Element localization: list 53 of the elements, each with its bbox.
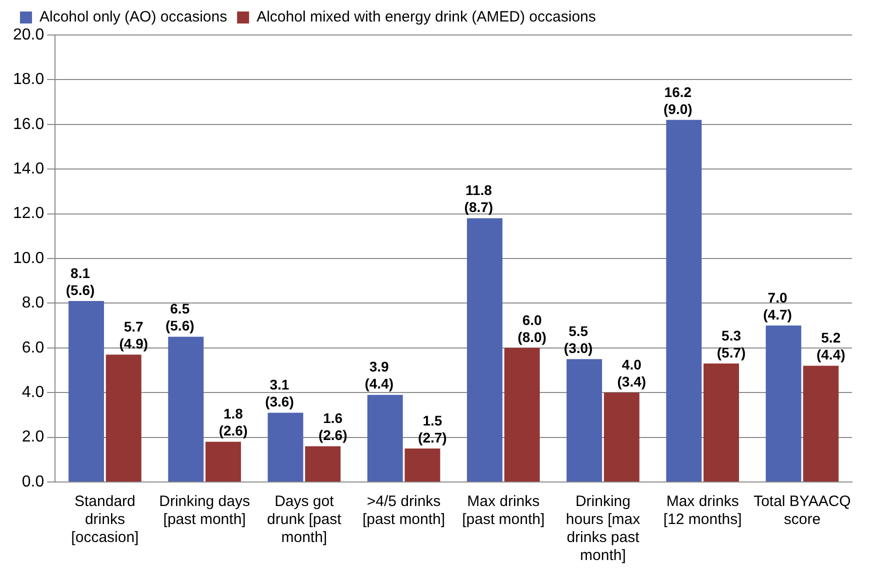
- data-label: 1.8 (2.6): [218, 406, 248, 439]
- bar: [566, 359, 602, 482]
- data-label: 1.6 (2.6): [318, 410, 348, 444]
- data-label: 7.0 (4.7): [763, 289, 792, 322]
- bar: [803, 366, 839, 482]
- bar: [168, 336, 204, 482]
- x-tick-label: Max drinks [past month]: [462, 493, 545, 528]
- y-tick-label: 10.0: [13, 250, 44, 267]
- bar: [466, 218, 502, 482]
- bar: [704, 364, 740, 482]
- bar: [404, 448, 440, 482]
- x-tick-label: Total BYAACQ score: [754, 493, 851, 528]
- data-label: 6.5 (5.6): [165, 300, 194, 334]
- bar: [205, 442, 241, 482]
- bar: [106, 354, 142, 482]
- y-tick-label: 20.0: [13, 26, 44, 44]
- y-tick-label: 2.0: [22, 428, 44, 446]
- data-label: 3.9 (4.4): [364, 358, 394, 392]
- x-tick-label: Days got drunk [past month]: [267, 493, 342, 546]
- data-label: 6.0 (8.0): [518, 312, 546, 345]
- data-label: 5.3 (5.7): [716, 327, 746, 360]
- bar: [68, 300, 104, 482]
- data-label: 5.5 (3.0): [564, 322, 593, 356]
- data-label: 4.0 (3.4): [617, 356, 646, 390]
- y-tick-label: 16.0: [13, 116, 44, 133]
- x-tick-label: Max drinks [12 months]: [663, 493, 742, 528]
- data-label: 8.1 (5.6): [66, 264, 95, 298]
- y-tick-label: 4.0: [22, 384, 44, 402]
- y-tick-label: 12.0: [13, 205, 44, 222]
- data-label: 5.7 (4.9): [119, 318, 148, 352]
- x-tick-label: Standard drinks [occasion]: [71, 493, 139, 546]
- x-tick-label: Drinking hours [max drinks past month]: [566, 493, 641, 564]
- data-label: 11.8 (8.7): [464, 182, 494, 216]
- data-label: 5.2 (4.4): [816, 330, 846, 363]
- bar: [504, 348, 540, 482]
- bar: [305, 446, 341, 482]
- bar: [268, 412, 304, 482]
- legend-label: Alcohol only (AO) occasions: [40, 8, 228, 26]
- bar: [666, 120, 702, 482]
- bar: [367, 394, 403, 482]
- data-label: 3.1 (3.6): [265, 376, 294, 410]
- bar: [604, 392, 640, 482]
- legend-label: Alcohol mixed with energy drink (AMED) occasions: [256, 8, 596, 26]
- bar: [766, 326, 802, 482]
- x-tick-label: Drinking days [past month]: [159, 493, 250, 528]
- y-tick-label: 18.0: [13, 71, 44, 88]
- y-tick-label: 0.0: [22, 473, 44, 490]
- y-tick-label: 14.0: [13, 160, 44, 178]
- y-tick-label: 8.0: [22, 294, 44, 312]
- x-tick-label: >4/5 drinks [past month]: [362, 493, 446, 528]
- data-label: 1.5 (2.7): [418, 412, 447, 446]
- data-label: 16.2 (9.0): [664, 84, 692, 117]
- y-tick-label: 6.0: [22, 339, 44, 356]
